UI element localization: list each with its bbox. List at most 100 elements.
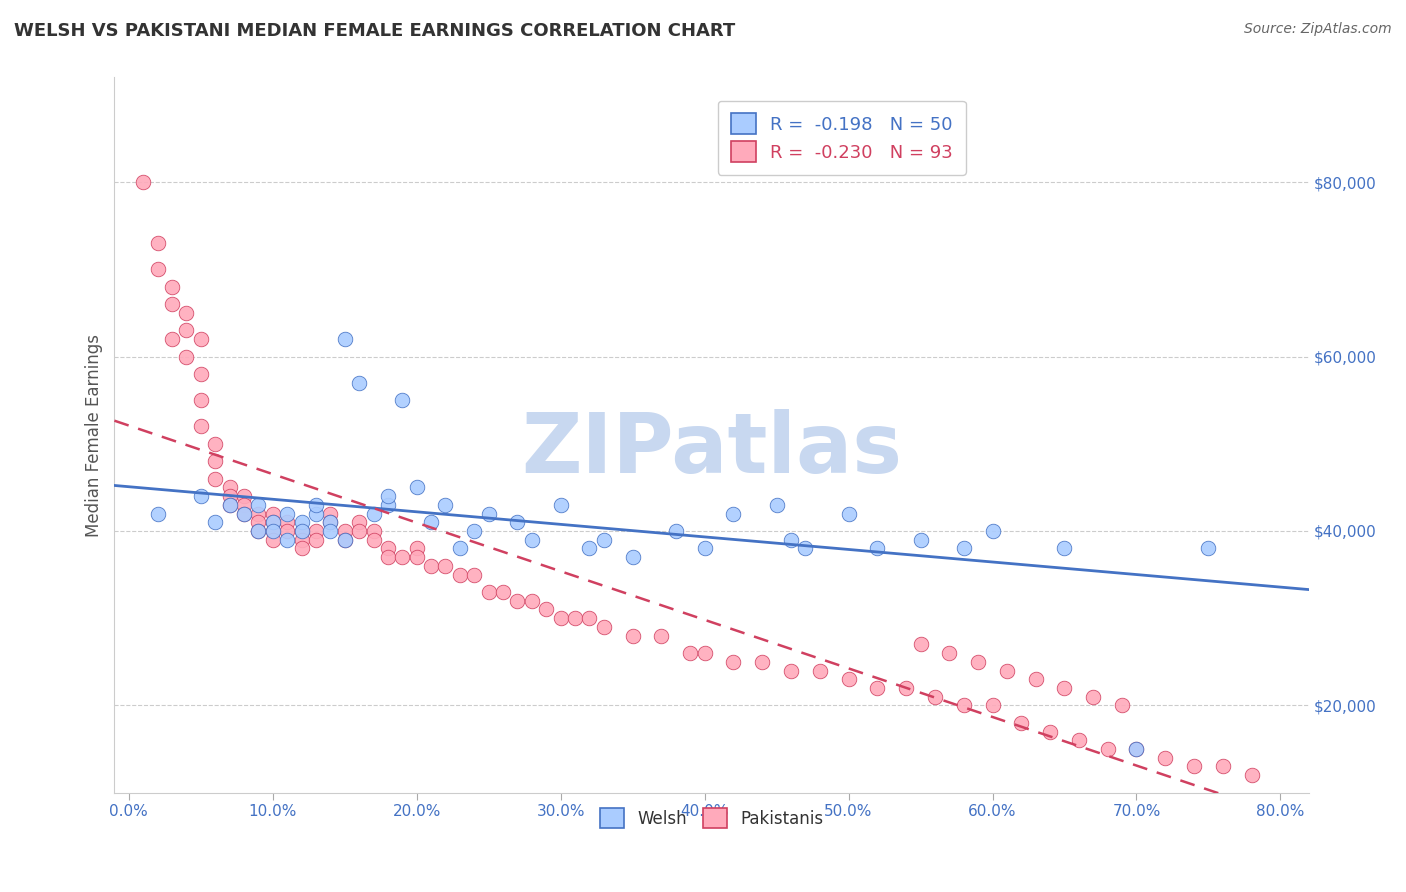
Point <box>578 541 600 556</box>
Point <box>952 541 974 556</box>
Point <box>347 524 370 538</box>
Point <box>333 533 356 547</box>
Point <box>319 516 342 530</box>
Point <box>377 541 399 556</box>
Point <box>578 611 600 625</box>
Point <box>449 567 471 582</box>
Point <box>247 524 270 538</box>
Point <box>520 594 543 608</box>
Point <box>405 480 427 494</box>
Point <box>190 489 212 503</box>
Point <box>132 175 155 189</box>
Point <box>1010 715 1032 730</box>
Point <box>290 541 312 556</box>
Point <box>333 524 356 538</box>
Point <box>621 550 644 565</box>
Point <box>262 507 284 521</box>
Point <box>190 393 212 408</box>
Point <box>1097 742 1119 756</box>
Point <box>276 516 298 530</box>
Point <box>363 533 385 547</box>
Point <box>262 533 284 547</box>
Point <box>319 516 342 530</box>
Point <box>204 454 226 468</box>
Point <box>693 541 716 556</box>
Point <box>449 541 471 556</box>
Point <box>1197 541 1219 556</box>
Point <box>621 629 644 643</box>
Point <box>434 498 457 512</box>
Point <box>506 516 529 530</box>
Point <box>1053 681 1076 695</box>
Point <box>1111 698 1133 713</box>
Point <box>434 558 457 573</box>
Text: Source: ZipAtlas.com: Source: ZipAtlas.com <box>1244 22 1392 37</box>
Point <box>866 681 889 695</box>
Point <box>290 533 312 547</box>
Point <box>910 533 932 547</box>
Point <box>305 498 328 512</box>
Text: WELSH VS PAKISTANI MEDIAN FEMALE EARNINGS CORRELATION CHART: WELSH VS PAKISTANI MEDIAN FEMALE EARNING… <box>14 22 735 40</box>
Point <box>405 541 427 556</box>
Point <box>1240 768 1263 782</box>
Point <box>910 637 932 651</box>
Point <box>536 602 558 616</box>
Point <box>506 594 529 608</box>
Point <box>924 690 946 704</box>
Point <box>319 507 342 521</box>
Point <box>1182 759 1205 773</box>
Point <box>420 516 443 530</box>
Point <box>1025 673 1047 687</box>
Point <box>305 507 328 521</box>
Point <box>391 550 413 565</box>
Point <box>176 350 198 364</box>
Point <box>780 533 803 547</box>
Point <box>463 567 485 582</box>
Point <box>218 498 240 512</box>
Point <box>679 646 702 660</box>
Point <box>347 516 370 530</box>
Point <box>1125 742 1147 756</box>
Point <box>693 646 716 660</box>
Point <box>592 533 614 547</box>
Point <box>550 498 572 512</box>
Point <box>233 498 256 512</box>
Point <box>233 507 256 521</box>
Point <box>420 558 443 573</box>
Point <box>592 620 614 634</box>
Point <box>262 516 284 530</box>
Point <box>995 664 1018 678</box>
Point <box>1125 742 1147 756</box>
Point <box>319 524 342 538</box>
Text: ZIPatlas: ZIPatlas <box>522 409 903 490</box>
Point <box>204 436 226 450</box>
Point <box>838 673 860 687</box>
Point <box>981 524 1004 538</box>
Point <box>478 585 501 599</box>
Point <box>290 516 312 530</box>
Point <box>564 611 586 625</box>
Point <box>190 419 212 434</box>
Point <box>247 524 270 538</box>
Point <box>866 541 889 556</box>
Point <box>1212 759 1234 773</box>
Point <box>838 507 860 521</box>
Point <box>146 236 169 251</box>
Point <box>723 655 745 669</box>
Point <box>160 297 183 311</box>
Point <box>247 498 270 512</box>
Point <box>492 585 515 599</box>
Point <box>190 367 212 381</box>
Point <box>160 332 183 346</box>
Y-axis label: Median Female Earnings: Median Female Earnings <box>86 334 103 537</box>
Point <box>478 507 501 521</box>
Point <box>1154 751 1177 765</box>
Point <box>276 533 298 547</box>
Point <box>780 664 803 678</box>
Legend: Welsh, Pakistanis: Welsh, Pakistanis <box>593 802 830 834</box>
Point <box>262 524 284 538</box>
Point <box>808 664 831 678</box>
Point <box>377 550 399 565</box>
Point <box>405 550 427 565</box>
Point <box>794 541 817 556</box>
